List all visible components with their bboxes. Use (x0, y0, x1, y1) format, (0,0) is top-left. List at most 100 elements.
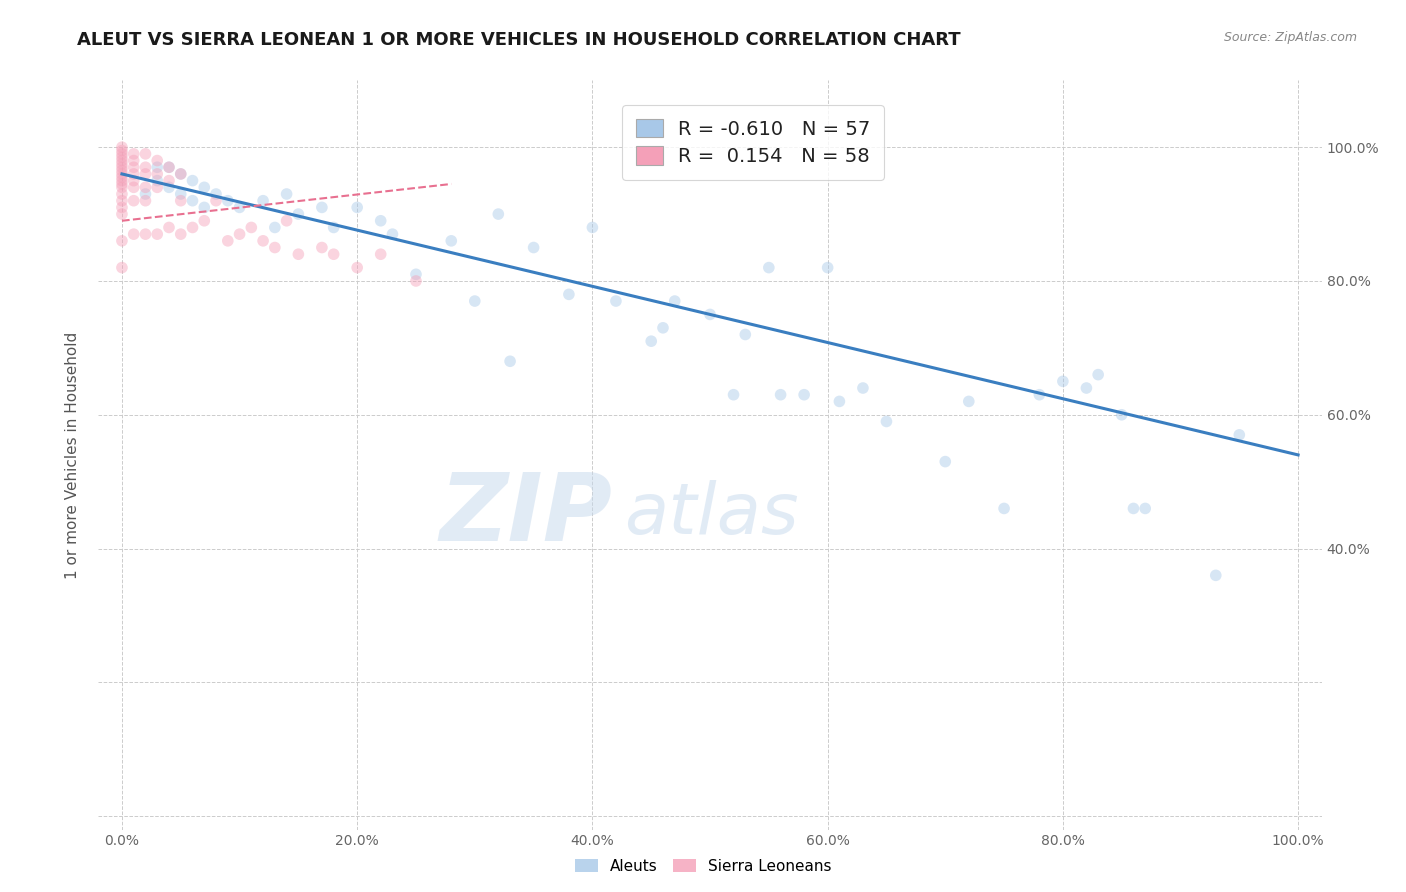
Point (181, 174, 204, 188)
Point (664, 294, 686, 309)
Point (111, 157, 134, 171)
Point (1028, 387, 1050, 401)
Point (276, 187, 298, 202)
Point (122, 180, 145, 194)
Point (287, 247, 309, 261)
Point (157, 161, 180, 175)
Point (440, 234, 463, 248)
Text: ALEUT VS SIERRA LEONEAN 1 OR MORE VEHICLES IN HOUSEHOLD CORRELATION CHART: ALEUT VS SIERRA LEONEAN 1 OR MORE VEHICL… (77, 31, 960, 49)
Point (523, 241, 546, 255)
Point (252, 234, 274, 248)
Point (170, 167, 193, 181)
Point (263, 241, 285, 255)
Point (1135, 501, 1157, 516)
Point (111, 170, 134, 185)
Point (111, 144, 134, 158)
Point (852, 381, 875, 395)
Point (276, 214, 298, 228)
Point (263, 220, 285, 235)
Point (146, 161, 169, 175)
Point (111, 140, 134, 154)
Point (111, 167, 134, 181)
Point (157, 174, 180, 188)
Point (934, 455, 956, 469)
Point (605, 294, 627, 309)
Point (723, 387, 745, 401)
Point (699, 307, 721, 322)
Point (957, 394, 980, 409)
Point (111, 180, 134, 194)
Point (146, 153, 169, 168)
Point (146, 174, 169, 188)
Point (122, 153, 145, 168)
Point (111, 201, 134, 215)
Point (240, 220, 263, 235)
Point (652, 321, 675, 335)
Point (193, 201, 215, 215)
Point (405, 274, 427, 288)
Point (228, 227, 250, 242)
Text: ZIP: ZIP (439, 469, 612, 561)
Point (793, 387, 815, 401)
Point (170, 227, 193, 242)
Point (122, 194, 145, 208)
Point (486, 207, 509, 221)
Point (346, 260, 368, 275)
Point (875, 415, 897, 429)
Point (640, 334, 662, 349)
Point (287, 207, 309, 221)
Point (311, 201, 333, 215)
Point (134, 180, 156, 194)
Point (134, 187, 156, 202)
Point (111, 147, 134, 161)
Point (111, 174, 134, 188)
Point (581, 220, 603, 235)
Point (134, 227, 156, 242)
Point (111, 260, 134, 275)
Point (828, 394, 851, 409)
Point (993, 501, 1015, 516)
Point (1205, 568, 1227, 582)
Point (193, 180, 215, 194)
Point (157, 180, 180, 194)
Point (193, 214, 215, 228)
Point (111, 161, 134, 175)
Point (464, 294, 486, 309)
Point (111, 207, 134, 221)
Point (134, 147, 156, 161)
Point (1052, 375, 1074, 389)
Y-axis label: 1 or more Vehicles in Household: 1 or more Vehicles in Household (65, 331, 80, 579)
Point (322, 220, 344, 235)
Legend: R = -0.610   N = 57, R =  0.154   N = 58: R = -0.610 N = 57, R = 0.154 N = 58 (621, 105, 884, 180)
Point (122, 227, 145, 242)
Point (146, 167, 169, 181)
Point (217, 234, 239, 248)
Point (170, 167, 193, 181)
Point (122, 174, 145, 188)
Point (311, 241, 333, 255)
Legend: Aleuts, Sierra Leoneans: Aleuts, Sierra Leoneans (568, 853, 838, 880)
Point (122, 167, 145, 181)
Point (217, 194, 239, 208)
Point (758, 260, 780, 275)
Point (734, 327, 756, 342)
Point (252, 194, 274, 208)
Point (111, 187, 134, 202)
Point (1076, 381, 1098, 395)
Point (157, 220, 180, 235)
Point (181, 194, 204, 208)
Point (1111, 408, 1133, 422)
Point (205, 194, 228, 208)
Point (134, 161, 156, 175)
Point (1122, 501, 1144, 516)
Point (146, 180, 169, 194)
Point (370, 214, 392, 228)
Point (111, 177, 134, 191)
Point (111, 153, 134, 168)
Point (111, 150, 134, 164)
Point (558, 287, 581, 301)
Point (157, 161, 180, 175)
Point (181, 220, 204, 235)
Point (111, 234, 134, 248)
Point (122, 147, 145, 161)
